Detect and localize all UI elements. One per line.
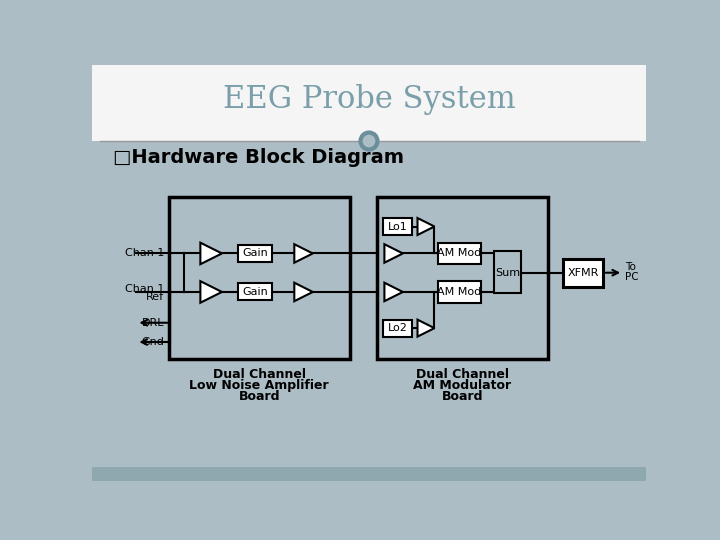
Bar: [168, 197, 350, 359]
Bar: [494, 251, 521, 294]
Text: PC: PC: [626, 272, 639, 281]
Text: Gnd: Gnd: [141, 337, 164, 347]
Text: Sum: Sum: [495, 268, 520, 278]
Bar: [377, 197, 548, 359]
Text: To: To: [626, 261, 636, 272]
Polygon shape: [200, 242, 222, 264]
Text: Lo2: Lo2: [387, 323, 408, 333]
Polygon shape: [384, 283, 403, 301]
Text: AM Mod: AM Mod: [437, 248, 482, 259]
Bar: [438, 281, 481, 303]
Bar: [238, 284, 272, 300]
Text: AM Mod: AM Mod: [437, 287, 482, 297]
Text: AM Modulator: AM Modulator: [413, 379, 511, 392]
Text: □Hardware Block Diagram: □Hardware Block Diagram: [113, 148, 405, 167]
Text: Gain: Gain: [242, 248, 268, 259]
Text: Dual Channel: Dual Channel: [415, 368, 508, 381]
Polygon shape: [384, 244, 403, 262]
Bar: [92, 467, 647, 481]
Text: XFMR: XFMR: [567, 268, 599, 278]
Bar: [238, 245, 272, 262]
Bar: [92, 65, 647, 141]
Polygon shape: [200, 281, 222, 303]
Circle shape: [361, 132, 377, 150]
Text: Chan 1: Chan 1: [125, 284, 164, 294]
Text: Chan 1: Chan 1: [125, 248, 164, 259]
Bar: [563, 259, 603, 287]
Text: Board: Board: [238, 390, 280, 403]
Bar: [438, 242, 481, 264]
Bar: [383, 218, 412, 235]
Text: Ref: Ref: [146, 292, 164, 301]
Polygon shape: [294, 283, 312, 301]
Polygon shape: [294, 244, 312, 262]
Text: Board: Board: [441, 390, 483, 403]
Polygon shape: [418, 218, 434, 235]
Bar: [92, 141, 647, 467]
Text: Dual Channel: Dual Channel: [213, 368, 306, 381]
Text: EEG Probe System: EEG Probe System: [222, 84, 516, 114]
Text: Low Noise Amplifier: Low Noise Amplifier: [189, 379, 329, 392]
Bar: [383, 320, 412, 336]
Polygon shape: [418, 320, 434, 336]
Text: DRL: DRL: [142, 318, 164, 328]
Text: Gain: Gain: [242, 287, 268, 297]
Text: Lo1: Lo1: [387, 221, 408, 232]
